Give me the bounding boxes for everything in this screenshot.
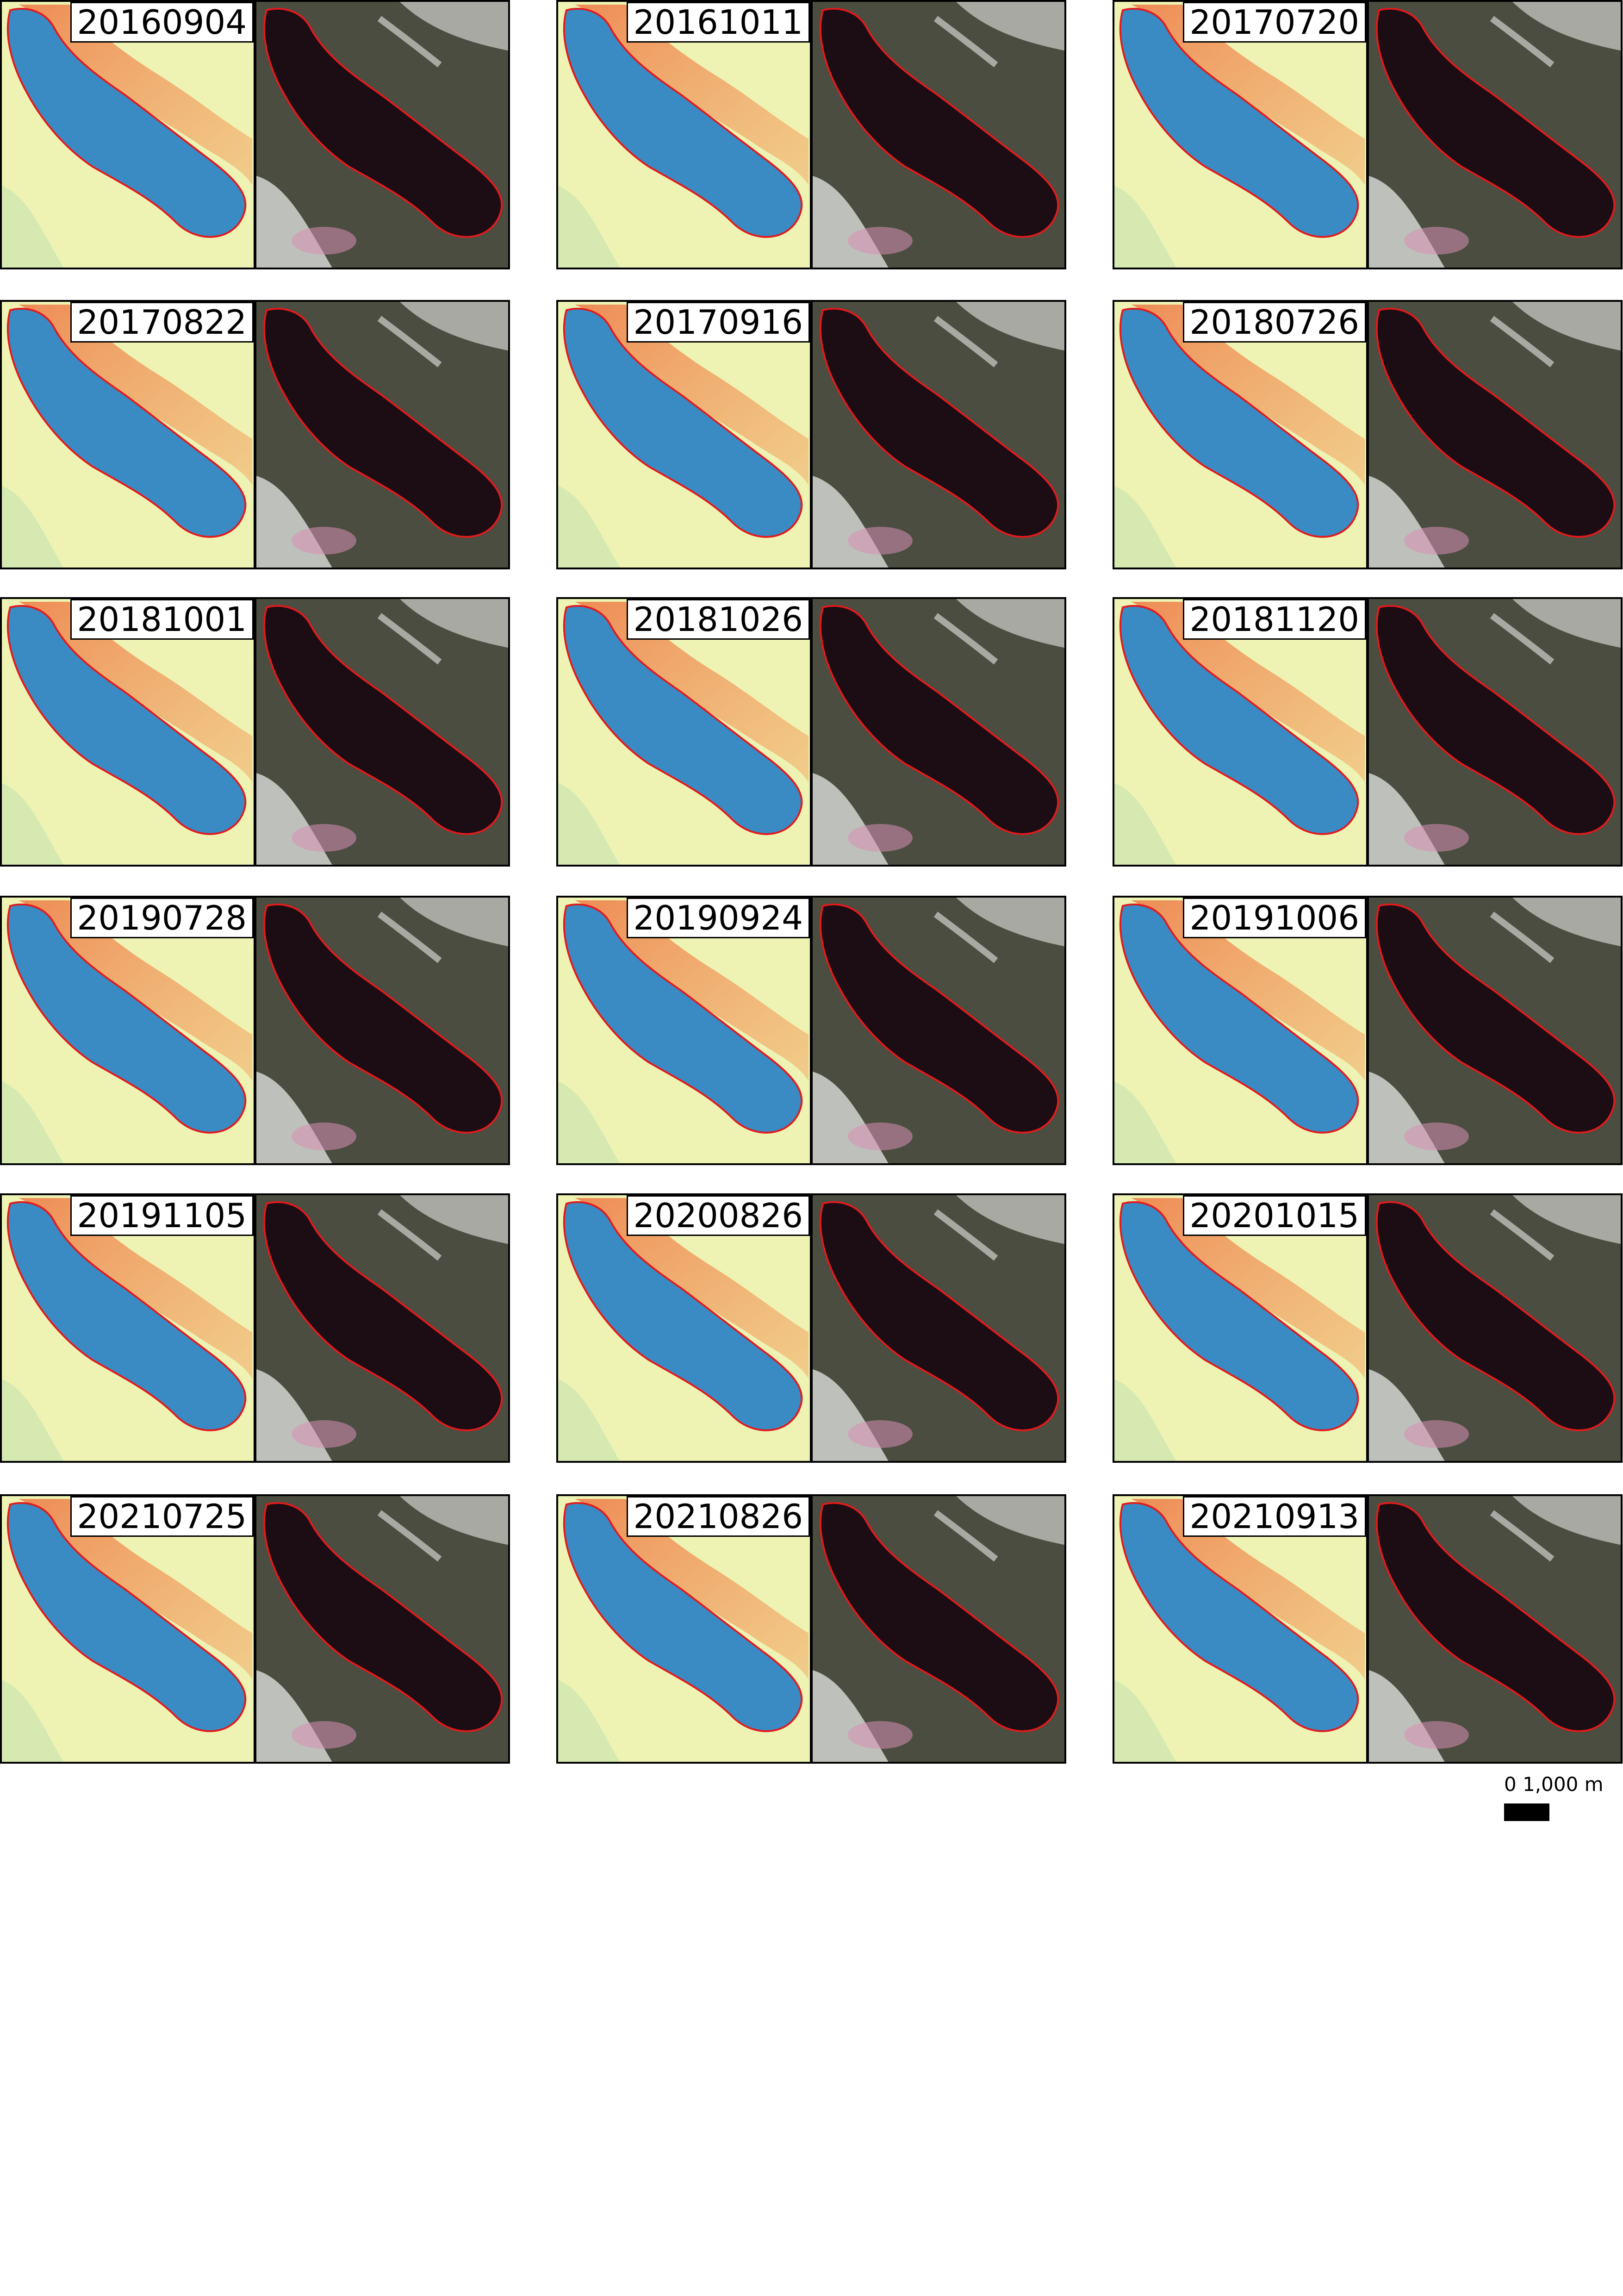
water-index-map bbox=[0, 300, 254, 569]
map-panel-graphic bbox=[1113, 896, 1623, 1165]
scale-bar-graphic bbox=[1504, 1803, 1549, 1821]
water-index-map bbox=[0, 0, 254, 269]
map-panel-graphic bbox=[0, 597, 510, 867]
rgb-imagery-map bbox=[256, 1193, 510, 1463]
map-panel-graphic bbox=[1113, 597, 1623, 867]
rgb-imagery-map bbox=[1369, 1193, 1623, 1463]
date-label: 20181120 bbox=[1182, 599, 1366, 640]
rgb-imagery-map bbox=[813, 300, 1066, 569]
date-label: 20191105 bbox=[70, 1195, 254, 1236]
water-index-map bbox=[556, 597, 810, 867]
map-panel: 20170916 bbox=[556, 300, 1066, 569]
map-panel: 20170720 bbox=[1113, 0, 1623, 269]
map-panel: 20210913 bbox=[1113, 1494, 1623, 1764]
date-label: 20191006 bbox=[1182, 898, 1366, 938]
map-panel-graphic bbox=[556, 896, 1066, 1165]
map-panel-graphic bbox=[0, 1193, 510, 1463]
date-label: 20181026 bbox=[626, 599, 810, 640]
map-panel-graphic bbox=[556, 1494, 1066, 1764]
map-panel: 20180726 bbox=[1113, 300, 1623, 569]
map-panel: 20210725 bbox=[0, 1494, 510, 1764]
water-index-map bbox=[1113, 1494, 1366, 1764]
rgb-imagery-map bbox=[1369, 0, 1623, 269]
map-panel: 20190924 bbox=[556, 896, 1066, 1165]
water-index-map bbox=[1113, 896, 1366, 1165]
map-panel-graphic bbox=[1113, 1193, 1623, 1463]
rgb-imagery-map bbox=[1369, 896, 1623, 1165]
date-label: 20170720 bbox=[1182, 2, 1366, 43]
water-index-map bbox=[1113, 597, 1366, 867]
rgb-imagery-map bbox=[813, 1193, 1066, 1463]
map-panel-graphic bbox=[0, 300, 510, 569]
map-panel-graphic bbox=[0, 0, 510, 269]
water-index-map bbox=[1113, 300, 1366, 569]
map-panel: 20161011 bbox=[556, 0, 1066, 269]
water-index-map bbox=[0, 1193, 254, 1463]
map-panel: 20181120 bbox=[1113, 597, 1623, 867]
map-panel-graphic bbox=[556, 1193, 1066, 1463]
map-panel-graphic bbox=[1113, 0, 1623, 269]
date-label: 20201015 bbox=[1182, 1195, 1366, 1236]
date-label: 20200826 bbox=[626, 1195, 810, 1236]
water-index-map bbox=[1113, 0, 1366, 269]
rgb-imagery-map bbox=[256, 0, 510, 269]
map-panel: 20181026 bbox=[556, 597, 1066, 867]
water-index-map bbox=[556, 1494, 810, 1764]
rgb-imagery-map bbox=[1369, 1494, 1623, 1764]
map-panel: 20181001 bbox=[0, 597, 510, 867]
rgb-imagery-map bbox=[256, 300, 510, 569]
date-label: 20190924 bbox=[626, 898, 810, 938]
map-panel: 20191105 bbox=[0, 1193, 510, 1463]
scale-bar-label: 0 1,000 m bbox=[1504, 1773, 1604, 1796]
date-label: 20180726 bbox=[1182, 302, 1366, 343]
map-panel-graphic bbox=[0, 896, 510, 1165]
rgb-imagery-map bbox=[813, 597, 1066, 867]
date-label: 20170822 bbox=[70, 302, 254, 343]
map-panel: 20170822 bbox=[0, 300, 510, 569]
rgb-imagery-map bbox=[813, 0, 1066, 269]
date-label: 20210725 bbox=[70, 1496, 254, 1537]
rgb-imagery-map bbox=[1369, 300, 1623, 569]
water-index-map bbox=[556, 896, 810, 1165]
water-index-map bbox=[0, 1494, 254, 1764]
map-panel: 20201015 bbox=[1113, 1193, 1623, 1463]
map-panel: 20191006 bbox=[1113, 896, 1623, 1165]
date-label: 20210913 bbox=[1182, 1496, 1366, 1537]
rgb-imagery-map bbox=[813, 896, 1066, 1165]
map-panel: 20190728 bbox=[0, 896, 510, 1165]
map-panel: 20200826 bbox=[556, 1193, 1066, 1463]
water-index-map bbox=[0, 896, 254, 1165]
water-index-map bbox=[0, 597, 254, 867]
map-panel-graphic bbox=[556, 300, 1066, 569]
date-label: 20181001 bbox=[70, 599, 254, 640]
rgb-imagery-map bbox=[1369, 597, 1623, 867]
map-panel: 20160904 bbox=[0, 0, 510, 269]
map-panel-graphic bbox=[556, 597, 1066, 867]
map-panel: 20210826 bbox=[556, 1494, 1066, 1764]
date-label: 20161011 bbox=[626, 2, 810, 43]
rgb-imagery-map bbox=[256, 597, 510, 867]
date-label: 20160904 bbox=[70, 2, 254, 43]
rgb-imagery-map bbox=[813, 1494, 1066, 1764]
water-index-map bbox=[1113, 1193, 1366, 1463]
map-panel-graphic bbox=[1113, 1494, 1623, 1764]
map-panel-graphic bbox=[0, 1494, 510, 1764]
rgb-imagery-map bbox=[256, 896, 510, 1165]
rgb-imagery-map bbox=[256, 1494, 510, 1764]
map-panel-graphic bbox=[1113, 300, 1623, 569]
map-panel-graphic bbox=[556, 0, 1066, 269]
water-index-map bbox=[556, 0, 810, 269]
date-label: 20170916 bbox=[626, 302, 810, 343]
water-index-map bbox=[556, 1193, 810, 1463]
date-label: 20190728 bbox=[70, 898, 254, 938]
date-label: 20210826 bbox=[626, 1496, 810, 1537]
scale-bar: 0 1,000 m bbox=[1499, 1773, 1611, 1824]
water-index-map bbox=[556, 300, 810, 569]
